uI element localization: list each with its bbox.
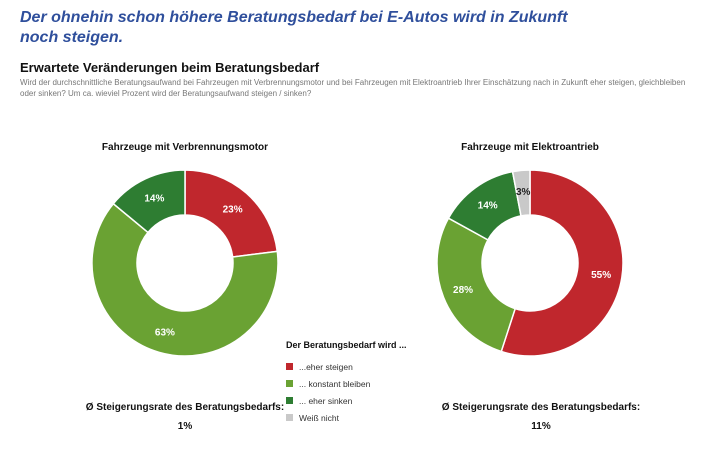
donut-data-label: 28% <box>453 285 473 296</box>
donut-chart-verbrenner: 23% 63% 14% <box>91 169 279 357</box>
donut-chart-elektro: 55% 28% 14% 3% <box>436 169 624 357</box>
legend-label: ...eher steigen <box>299 361 353 372</box>
legend-swatch <box>286 414 293 421</box>
legend-item-sinken: ... eher sinken <box>286 392 407 409</box>
legend-swatch <box>286 397 293 404</box>
rate-block-elektro: Ø Steigerungsrate des Beratungsbedarfs: … <box>441 400 641 434</box>
chart-title-elektro: Fahrzeuge mit Elektroantrieb <box>461 142 599 153</box>
headline: Der ohnehin schon höhere Beratungsbedarf… <box>20 9 568 46</box>
donut-slice-eher-steigen <box>500 169 624 357</box>
legend-item-weiss-nicht: Weiß nicht <box>286 409 407 426</box>
legend-swatch <box>286 380 293 387</box>
legend-item-konstant: ... konstant bleiben <box>286 375 407 392</box>
rate-value: 11% <box>531 421 551 432</box>
legend-label: ... eher sinken <box>299 395 353 406</box>
donut-data-label: 3% <box>516 187 531 198</box>
legend-item-steigen: ...eher steigen <box>286 358 407 375</box>
subheadline: Erwartete Veränderungen beim Beratungsbe… <box>20 60 320 75</box>
legend-label: ... konstant bleiben <box>299 378 371 389</box>
chart-title-verbrenner: Fahrzeuge mit Verbrennungsmotor <box>101 142 269 153</box>
rate-value: 1% <box>177 421 193 432</box>
donut-slice-konstant-bleiben <box>91 202 279 357</box>
donut-data-label: 23% <box>223 204 243 215</box>
rate-label: Ø Steigerungsrate des Beratungsbedarfs: <box>441 402 641 413</box>
donut-slice-eher-sinken <box>112 169 186 234</box>
donut-slice-konstant-bleiben <box>436 217 517 353</box>
donut-slice-weiß-nicht <box>511 169 531 217</box>
legend: Der Beratungsbedarf wird ... ...eher ste… <box>286 340 407 426</box>
donut-data-label: 14% <box>478 200 498 211</box>
legend-label: Weiß nicht <box>299 412 339 423</box>
donut-data-label: 14% <box>144 193 164 204</box>
donut-data-label: 55% <box>591 270 611 281</box>
question-text: Wird der durchschnittliche Beratungsaufw… <box>20 78 686 98</box>
legend-swatch <box>286 363 293 370</box>
legend-title: Der Beratungsbedarf wird ... <box>286 340 407 350</box>
rate-label: Ø Steigerungsrate des Beratungsbedarfs: <box>85 402 285 413</box>
rate-block-verbrenner: Ø Steigerungsrate des Beratungsbedarfs: … <box>85 400 285 434</box>
donut-data-label: 63% <box>155 328 175 339</box>
